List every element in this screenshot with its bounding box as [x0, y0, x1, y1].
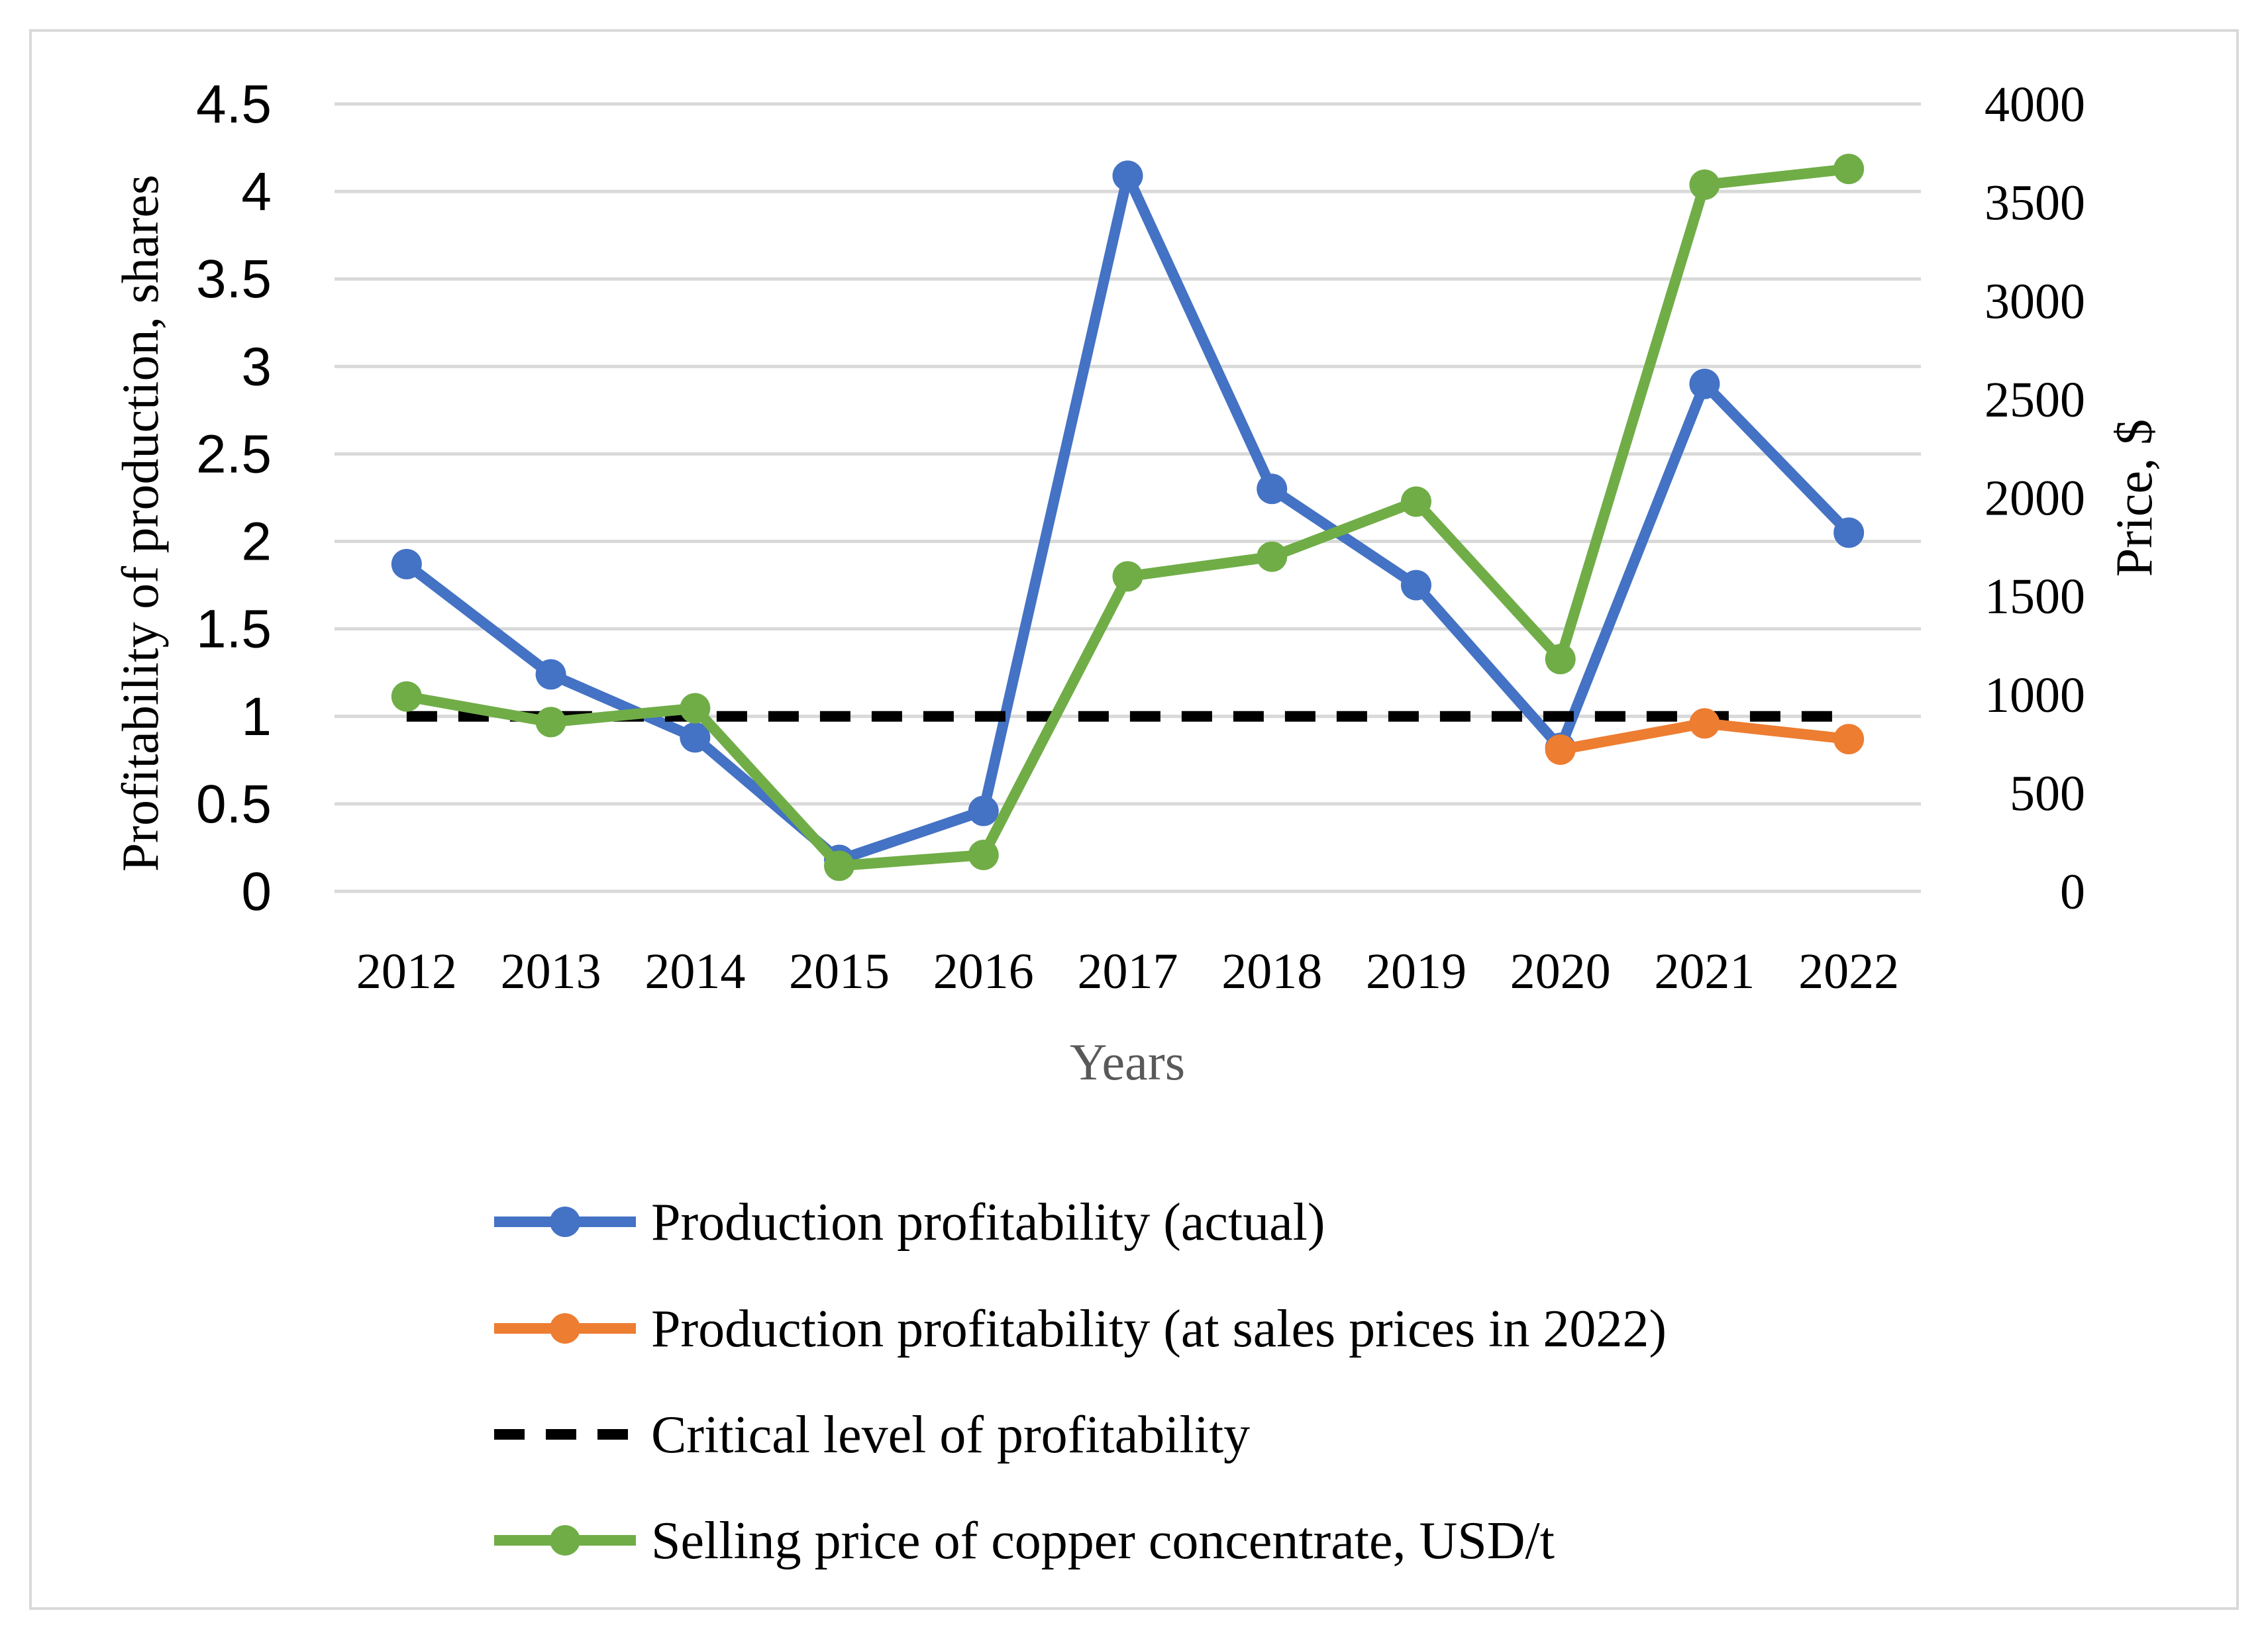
legend-swatch-marker — [550, 1525, 580, 1556]
left-axis-ticks: 0 0.5 1 1.5 2 2.5 3 3.5 4 4.5 — [196, 74, 272, 922]
x-tick-label: 2015 — [789, 944, 890, 999]
y-tick-label-left: 4 — [241, 162, 272, 222]
data-point — [1545, 644, 1576, 675]
y-tick-label-right: 0 — [2060, 864, 2085, 920]
y-tick-label-right: 3000 — [1984, 273, 2085, 329]
data-point — [391, 548, 422, 579]
data-point — [680, 722, 711, 753]
legend-item: Selling price of copper concentrate, USD… — [494, 1512, 1555, 1570]
gridlines — [335, 102, 1921, 893]
y-tick-label-right: 1500 — [1984, 569, 2085, 624]
legend-item: Production profitability (at sales price… — [494, 1300, 1667, 1358]
x-tick-label: 2013 — [501, 944, 601, 999]
data-point — [1689, 169, 1720, 200]
data-point — [1112, 160, 1143, 191]
y-tick-label-left: 1 — [241, 687, 272, 747]
data-point — [1833, 724, 1865, 755]
data-point — [1689, 708, 1720, 739]
data-point — [1112, 561, 1143, 592]
data-point — [535, 659, 566, 690]
y-tick-label-left: 4.5 — [196, 74, 272, 134]
x-tick-label: 2017 — [1078, 944, 1178, 999]
data-point — [535, 707, 566, 738]
series-1 — [1545, 708, 1865, 765]
legend-item: Critical level of profitability — [494, 1406, 1250, 1464]
chart-frame — [29, 29, 2239, 1610]
y-tick-label-left: 0.5 — [196, 774, 272, 834]
series-0 — [391, 160, 1865, 875]
data-point — [1833, 154, 1865, 185]
data-point — [968, 795, 999, 826]
right-axis-ticks: 0 500 1000 1500 2000 2500 3000 3500 4000 — [1984, 77, 2085, 920]
x-axis-title: Years — [1070, 1033, 1185, 1091]
y-tick-label-left: 2 — [241, 512, 272, 572]
x-axis-ticks: 2012 2013 2014 2015 2016 2017 2018 2019 2020 2021… — [356, 944, 1899, 999]
x-tick-label: 2018 — [1221, 944, 1322, 999]
data-point — [1545, 734, 1576, 765]
data-point — [1400, 486, 1431, 517]
legend-label: Selling price of copper concentrate, USD… — [651, 1512, 1555, 1570]
legend-swatch-marker — [550, 1313, 580, 1344]
y-axis-title-left: Profitability of production, shares — [111, 175, 169, 872]
x-tick-label: 2019 — [1366, 944, 1467, 999]
y-tick-label-left: 3.5 — [196, 249, 272, 309]
legend-swatch-marker — [550, 1207, 580, 1237]
series-layer — [391, 154, 1865, 881]
x-tick-label: 2022 — [1798, 944, 1899, 999]
data-point — [680, 693, 711, 724]
y-tick-label-right: 4000 — [1984, 77, 2085, 132]
data-point — [1400, 570, 1431, 601]
data-point — [1833, 517, 1865, 548]
legend-item: Production profitability (actual) — [494, 1193, 1325, 1252]
legend-label: Production profitability (actual) — [651, 1193, 1325, 1252]
y-tick-label-right: 2500 — [1984, 372, 2085, 428]
x-tick-label: 2016 — [933, 944, 1034, 999]
series-line — [401, 164, 1855, 871]
legend: Production profitability (actual) Product… — [494, 1193, 1667, 1570]
data-point — [391, 681, 422, 712]
x-tick-label: 2021 — [1654, 944, 1755, 999]
y-tick-label-left: 0 — [241, 862, 272, 922]
legend-label: Critical level of profitability — [651, 1406, 1250, 1464]
y-tick-label-left: 3 — [241, 336, 272, 397]
y-tick-label-right: 500 — [2010, 766, 2085, 821]
data-point — [1257, 541, 1288, 572]
x-tick-label: 2020 — [1510, 944, 1611, 999]
x-tick-label: 2012 — [356, 944, 457, 999]
series-3 — [391, 154, 1865, 881]
y-tick-label-right: 3500 — [1984, 175, 2085, 231]
y-tick-label-left: 2.5 — [196, 424, 272, 484]
y-tick-label-right: 2000 — [1984, 471, 2085, 526]
data-point — [1689, 368, 1720, 399]
legend-label: Production profitability (at sales price… — [651, 1300, 1667, 1358]
y-tick-label-right: 1000 — [1984, 668, 2085, 723]
data-point — [824, 850, 855, 881]
data-point — [968, 840, 999, 871]
data-point — [1257, 473, 1288, 505]
x-tick-label: 2014 — [644, 944, 745, 999]
y-tick-label-left: 1.5 — [196, 599, 272, 660]
y-axis-title-right: Price, $ — [2105, 419, 2163, 577]
